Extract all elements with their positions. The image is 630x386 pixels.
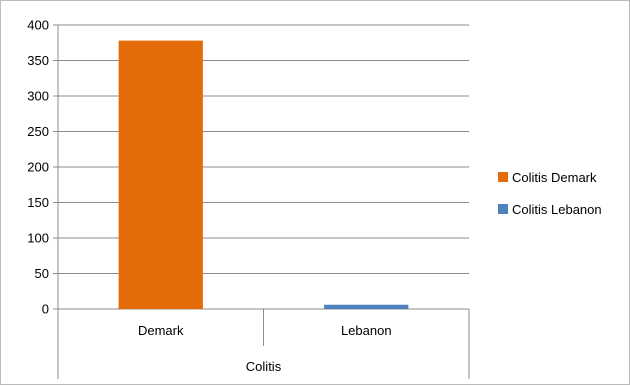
bar-colitis-demark bbox=[118, 40, 203, 310]
legend-swatch bbox=[498, 204, 508, 214]
category-label: Demark bbox=[138, 323, 184, 338]
y-tick-label: 50 bbox=[35, 266, 49, 281]
bar-colitis-lebanon bbox=[324, 304, 409, 309]
y-tick-label: 100 bbox=[27, 231, 49, 246]
axis-labels: 0 50 100 150 200 250 300 350 400 Demark Lebanon Col… bbox=[27, 18, 391, 375]
legend-swatch bbox=[498, 172, 508, 182]
legend-label: Colitis Lebanon bbox=[512, 202, 602, 217]
category-label: Lebanon bbox=[341, 323, 392, 338]
legend-label: Colitis Demark bbox=[512, 170, 597, 185]
y-tick-label: 150 bbox=[27, 195, 49, 210]
y-tick-label: 300 bbox=[27, 89, 49, 104]
y-tick-label: 400 bbox=[27, 18, 49, 33]
group-label: Colitis bbox=[246, 359, 282, 374]
bars bbox=[118, 40, 409, 310]
y-tick-label: 250 bbox=[27, 124, 49, 139]
y-tick-label: 200 bbox=[27, 160, 49, 175]
legend: Colitis Demark Colitis Lebanon bbox=[498, 170, 602, 217]
y-tick-label: 350 bbox=[27, 53, 49, 68]
y-tick-label: 0 bbox=[42, 302, 49, 317]
